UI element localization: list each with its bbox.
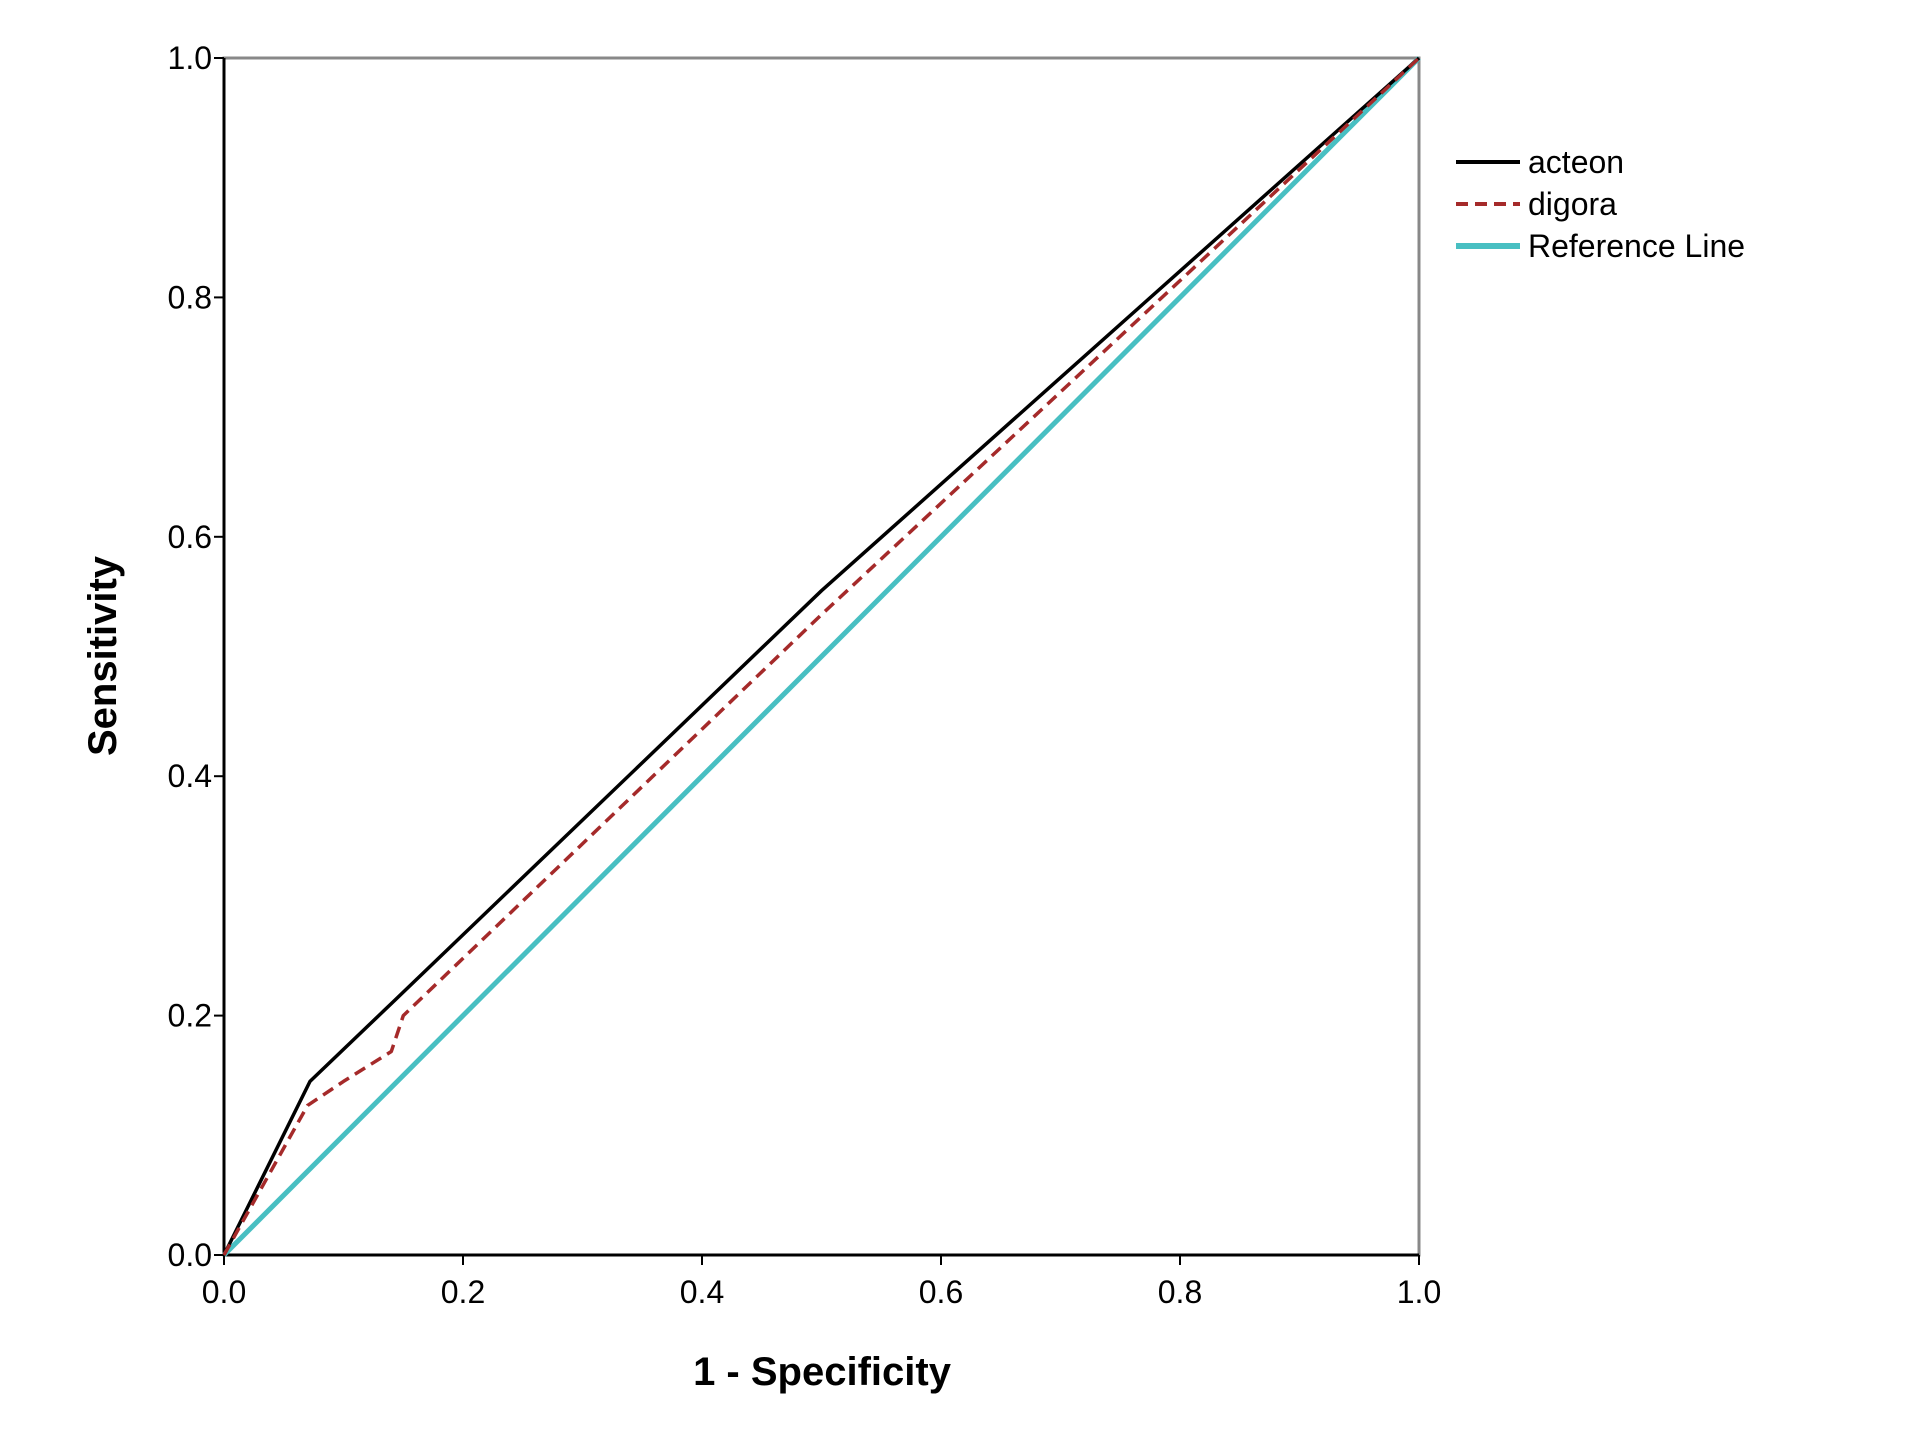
legend: acteon digora Reference Line [1456, 144, 1745, 264]
ticks-layer: 0.0 0.2 0.4 0.6 0.8 1.0 0.0 0.2 0.4 0.6 0.8 1.0 [168, 40, 1442, 1310]
y-tick-label: 0.0 [168, 1237, 212, 1273]
x-tick-label: 0.8 [1158, 1274, 1202, 1310]
legend-label-digora: digora [1528, 186, 1617, 222]
x-tick-label: 0.4 [680, 1274, 724, 1310]
y-axis-title: Sensitivity [81, 555, 125, 756]
x-tick-label: 0.6 [919, 1274, 963, 1310]
y-tick-label: 0.6 [168, 519, 212, 555]
series-line-reference-line [222, 56, 1421, 1257]
series-layer [222, 56, 1421, 1257]
y-tick-label: 0.2 [168, 998, 212, 1034]
legend-label-reference-line: Reference Line [1528, 228, 1745, 264]
y-tick-label: 0.4 [168, 758, 212, 794]
legend-label-acteon: acteon [1528, 144, 1624, 180]
x-axis-title: 1 - Specificity [693, 1350, 952, 1394]
x-tick-label: 1.0 [1397, 1274, 1441, 1310]
y-tick-label: 0.8 [168, 279, 212, 315]
x-tick-label: 0.0 [202, 1274, 246, 1310]
series-line-acteon [222, 56, 1421, 1256]
x-tick-label: 0.2 [441, 1274, 485, 1310]
series-line-digora [222, 56, 1421, 1256]
y-tick-label: 1.0 [168, 40, 212, 76]
